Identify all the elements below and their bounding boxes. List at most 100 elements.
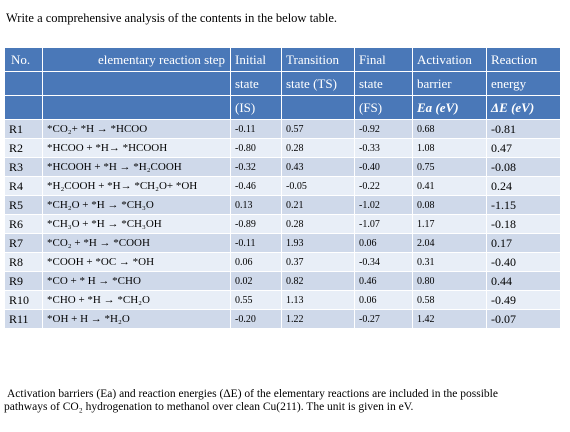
cell-step: *CO₂+ *H → *HCOO xyxy=(42,119,231,139)
cell-de: -0.81 xyxy=(486,119,561,139)
cell-id: R9 xyxy=(4,271,43,291)
table-caption: Activation barriers (Ea) and reaction en… xyxy=(4,388,564,414)
cell-id: R4 xyxy=(4,176,43,196)
cell-ts: 0.37 xyxy=(281,252,355,272)
cell-fs: -0.27 xyxy=(354,309,413,329)
column-header: (FS) xyxy=(354,95,413,120)
table-row: R2 *HCOO + *H→ *HCOOH -0.80 0.28 -0.33 1.08 0.… xyxy=(4,138,561,158)
header-row: (IS) (FS) Ea (eV) ΔE (eV) xyxy=(4,95,561,120)
cell-fs: -0.22 xyxy=(354,176,413,196)
table-row: R5 *CH₂O + *H → *CH₃O 0.13 0.21 -1.02 0.08 -1.… xyxy=(4,195,561,215)
cell-step: *COOH + *OC → *OH xyxy=(42,252,231,272)
cell-id: R5 xyxy=(4,195,43,215)
cell-de: -0.18 xyxy=(486,214,561,234)
cell-id: R6 xyxy=(4,214,43,234)
cell-id: R11 xyxy=(4,309,43,329)
cell-ts: 1.13 xyxy=(281,290,355,310)
table-row: R7 *CO₂ + *H → *COOH -0.11 1.93 0.06 2.04 0.17 xyxy=(4,233,561,253)
column-header xyxy=(4,71,43,96)
cell-ts: 0.82 xyxy=(281,271,355,291)
cell-fs: -0.92 xyxy=(354,119,413,139)
cell-ea: 0.68 xyxy=(412,119,487,139)
cell-ea: 1.42 xyxy=(412,309,487,329)
cell-ts: 1.93 xyxy=(281,233,355,253)
cell-de: 0.24 xyxy=(486,176,561,196)
cell-is: 0.06 xyxy=(230,252,282,272)
cell-id: R10 xyxy=(4,290,43,310)
caption-line-1: Activation barriers (Ea) and reaction en… xyxy=(7,388,498,400)
cell-ts: 0.21 xyxy=(281,195,355,215)
cell-is: 0.13 xyxy=(230,195,282,215)
column-header: Transition xyxy=(281,47,355,72)
column-header xyxy=(42,95,231,120)
cell-de: -1.15 xyxy=(486,195,561,215)
table-row: R1 *CO₂+ *H → *HCOO -0.11 0.57 -0.92 0.68 -0.8… xyxy=(4,119,561,139)
cell-is: -0.80 xyxy=(230,138,282,158)
cell-id: R3 xyxy=(4,157,43,177)
cell-is: -0.11 xyxy=(230,119,282,139)
cell-id: R7 xyxy=(4,233,43,253)
cell-is: -0.89 xyxy=(230,214,282,234)
cell-is: 0.02 xyxy=(230,271,282,291)
cell-fs: -1.02 xyxy=(354,195,413,215)
cell-ts: 1.22 xyxy=(281,309,355,329)
cell-id: R2 xyxy=(4,138,43,158)
column-header: Reaction xyxy=(486,47,561,72)
caption-line-2: pathways of CO₂ hydrogenation to methano… xyxy=(4,401,414,413)
column-header: Final xyxy=(354,47,413,72)
table-row: R4 *H₂COOH + *H→ *CH₂O+ *OH -0.46 -0.05 -0.2… xyxy=(4,176,561,196)
table-row: R8 *COOH + *OC → *OH 0.06 0.37 -0.34 0.31 -0.4… xyxy=(4,252,561,272)
table-row: R3 *HCOOH + *H → *H₂COOH -0.32 0.43 -0.40 0.7… xyxy=(4,157,561,177)
table-row: R9 *CO + * H → *CHO 0.02 0.82 0.46 0.80 0.44 xyxy=(4,271,561,291)
table-header: No. elementary reaction step Initial Transi… xyxy=(4,47,561,120)
cell-fs: 0.06 xyxy=(354,290,413,310)
column-header: barrier xyxy=(412,71,487,96)
cell-ea: 0.80 xyxy=(412,271,487,291)
column-header: ΔE (eV) xyxy=(486,95,561,120)
cell-fs: 0.06 xyxy=(354,233,413,253)
column-header: (IS) xyxy=(230,95,282,120)
reaction-table: No. elementary reaction step Initial Transi… xyxy=(4,47,561,329)
cell-is: -0.11 xyxy=(230,233,282,253)
cell-is: -0.32 xyxy=(230,157,282,177)
table-row: R11 *OH + H → *H₂O -0.20 1.22 -0.27 1.42 -0.07 xyxy=(4,309,561,329)
cell-step: *HCOO + *H→ *HCOOH xyxy=(42,138,231,158)
cell-ts: 0.28 xyxy=(281,138,355,158)
cell-de: -0.07 xyxy=(486,309,561,329)
cell-step: *CHO + *H → *CH₂O xyxy=(42,290,231,310)
column-header: state xyxy=(230,71,282,96)
cell-id: R8 xyxy=(4,252,43,272)
column-header: Initial xyxy=(230,47,282,72)
table-row: R6 *CH₃O + *H → *CH₃OH -0.89 0.28 -1.07 1.17-… xyxy=(4,214,561,234)
cell-step: *CO₂ + *H → *COOH xyxy=(42,233,231,253)
column-header: No. xyxy=(4,47,43,72)
table-body: R1 *CO₂+ *H → *HCOO -0.11 0.57 -0.92 0.68 -0.8… xyxy=(4,119,561,329)
cell-ea: 0.41 xyxy=(412,176,487,196)
cell-step: *CO + * H → *CHO xyxy=(42,271,231,291)
cell-fs: 0.46 xyxy=(354,271,413,291)
cell-step: *HCOOH + *H → *H₂COOH xyxy=(42,157,231,177)
column-header: Activation xyxy=(412,47,487,72)
cell-ea: 0.31 xyxy=(412,252,487,272)
cell-fs: -0.33 xyxy=(354,138,413,158)
cell-fs: -0.40 xyxy=(354,157,413,177)
cell-de: 0.44 xyxy=(486,271,561,291)
cell-is: -0.20 xyxy=(230,309,282,329)
cell-ea: 1.08 xyxy=(412,138,487,158)
header-row: state state (TS) state barrier energy xyxy=(4,71,561,96)
column-header: energy xyxy=(486,71,561,96)
cell-ea: 0.08 xyxy=(412,195,487,215)
cell-step: *CH₃O + *H → *CH₃OH xyxy=(42,214,231,234)
cell-de: 0.17 xyxy=(486,233,561,253)
cell-ea: 0.58 xyxy=(412,290,487,310)
cell-ea: 2.04 xyxy=(412,233,487,253)
column-header: state (TS) xyxy=(281,71,355,96)
column-header xyxy=(42,71,231,96)
cell-ea: 1.17 xyxy=(412,214,487,234)
table-row: R10 *CHO + *H → *CH₂O 0.55 1.13 0.06 0.58 -0.4… xyxy=(4,290,561,310)
cell-fs: -1.07 xyxy=(354,214,413,234)
cell-ts: 0.28 xyxy=(281,214,355,234)
prompt-text: Write a comprehensive analysis of the co… xyxy=(6,11,337,25)
cell-id: R1 xyxy=(4,119,43,139)
column-header xyxy=(4,95,43,120)
